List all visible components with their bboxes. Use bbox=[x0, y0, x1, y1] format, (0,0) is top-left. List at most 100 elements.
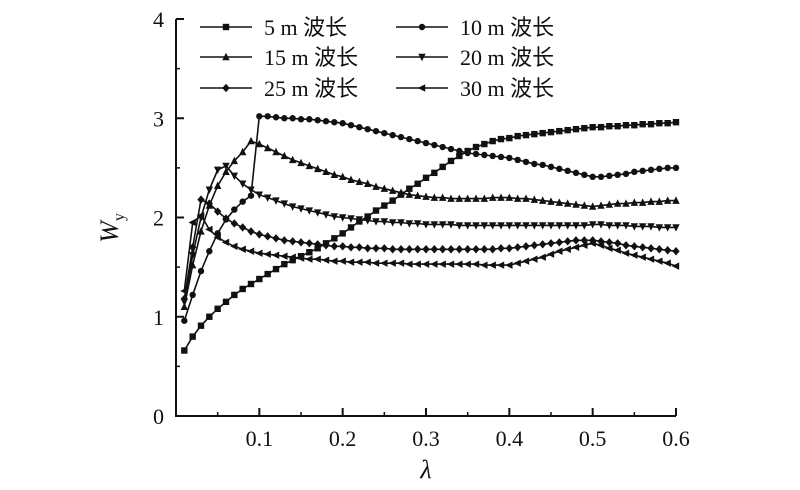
data-point bbox=[181, 317, 188, 324]
data-point bbox=[339, 230, 346, 237]
data-point bbox=[397, 245, 405, 254]
data-point bbox=[213, 181, 222, 189]
x-tick-label: 0.2 bbox=[329, 426, 357, 451]
plot-area bbox=[180, 113, 680, 354]
data-point bbox=[263, 143, 272, 152]
legend-label: 15 m 波长 bbox=[264, 45, 358, 70]
data-point bbox=[488, 193, 497, 201]
data-point bbox=[538, 240, 547, 249]
data-point bbox=[447, 145, 455, 153]
data-point bbox=[289, 115, 296, 122]
data-point bbox=[231, 291, 238, 299]
data-point bbox=[497, 153, 505, 161]
data-point bbox=[322, 167, 330, 176]
series-3 bbox=[180, 136, 680, 311]
data-point bbox=[488, 222, 497, 230]
data-point bbox=[647, 244, 655, 253]
data-point bbox=[322, 211, 330, 219]
data-point bbox=[288, 253, 296, 261]
data-point bbox=[446, 260, 455, 268]
y-axis-title-subscript: y bbox=[111, 213, 128, 221]
data-point bbox=[414, 137, 421, 145]
data-point bbox=[589, 173, 596, 181]
data-point bbox=[505, 261, 513, 269]
data-point bbox=[238, 245, 246, 253]
y-tick-label: 0 bbox=[153, 404, 164, 429]
data-point bbox=[489, 152, 496, 160]
data-point bbox=[347, 175, 355, 183]
data-point bbox=[480, 245, 489, 254]
data-point bbox=[238, 180, 247, 188]
data-point bbox=[522, 242, 530, 251]
data-point bbox=[647, 223, 655, 231]
data-point bbox=[655, 224, 664, 232]
data-point bbox=[347, 121, 355, 129]
data-point bbox=[622, 170, 630, 178]
x-tick-label: 0.5 bbox=[579, 426, 607, 451]
data-point bbox=[255, 230, 264, 239]
data-point bbox=[455, 245, 464, 254]
data-point bbox=[655, 197, 664, 205]
data-point bbox=[413, 245, 422, 254]
data-point bbox=[222, 167, 230, 176]
data-point bbox=[497, 193, 505, 201]
data-point bbox=[621, 249, 630, 257]
series-4 bbox=[180, 162, 680, 307]
data-point bbox=[664, 164, 671, 172]
data-point bbox=[672, 196, 680, 204]
data-point bbox=[347, 243, 355, 252]
data-point bbox=[247, 280, 255, 288]
data-point bbox=[514, 156, 521, 164]
data-point bbox=[181, 347, 188, 354]
data-point bbox=[272, 197, 280, 205]
data-point bbox=[622, 241, 630, 250]
data-point bbox=[206, 313, 213, 320]
data-point bbox=[572, 222, 580, 230]
data-point bbox=[497, 222, 505, 230]
data-point bbox=[238, 223, 247, 232]
data-point bbox=[272, 265, 280, 273]
data-point bbox=[288, 237, 297, 246]
data-point bbox=[663, 224, 672, 232]
data-point bbox=[389, 197, 396, 204]
legend-label: 10 m 波长 bbox=[460, 15, 554, 40]
axes: 0 1 2 3 4 0.1 0.2 0.3 0.4 0.5 0.6 bbox=[153, 7, 690, 451]
data-point bbox=[397, 188, 405, 196]
data-point bbox=[572, 125, 580, 133]
data-point bbox=[281, 115, 288, 122]
data-point bbox=[230, 219, 239, 228]
data-point bbox=[371, 259, 380, 267]
data-point bbox=[288, 155, 297, 164]
data-point bbox=[456, 147, 463, 155]
data-point bbox=[372, 127, 380, 135]
legend-marker bbox=[418, 23, 426, 31]
data-point bbox=[355, 177, 364, 185]
series-6 bbox=[180, 211, 680, 295]
data-point bbox=[580, 201, 589, 209]
data-point bbox=[272, 234, 280, 243]
data-point bbox=[563, 237, 572, 246]
data-point bbox=[563, 222, 572, 230]
data-point bbox=[430, 221, 439, 229]
data-point bbox=[247, 192, 255, 199]
data-point bbox=[272, 114, 280, 121]
data-point bbox=[421, 260, 430, 268]
data-point bbox=[438, 245, 447, 254]
data-point bbox=[613, 246, 621, 254]
data-point bbox=[205, 225, 213, 234]
data-point bbox=[630, 242, 639, 251]
data-point bbox=[513, 243, 522, 252]
legend-item: 10 m 波长 bbox=[396, 15, 554, 40]
data-point bbox=[538, 196, 547, 204]
data-point bbox=[547, 128, 555, 136]
data-point bbox=[406, 135, 413, 143]
data-point bbox=[188, 218, 196, 227]
data-point bbox=[439, 163, 446, 171]
data-point bbox=[256, 113, 263, 120]
data-point bbox=[197, 227, 205, 235]
data-point bbox=[555, 238, 564, 247]
data-point bbox=[330, 213, 339, 221]
data-point bbox=[280, 236, 289, 245]
data-point bbox=[256, 275, 263, 283]
